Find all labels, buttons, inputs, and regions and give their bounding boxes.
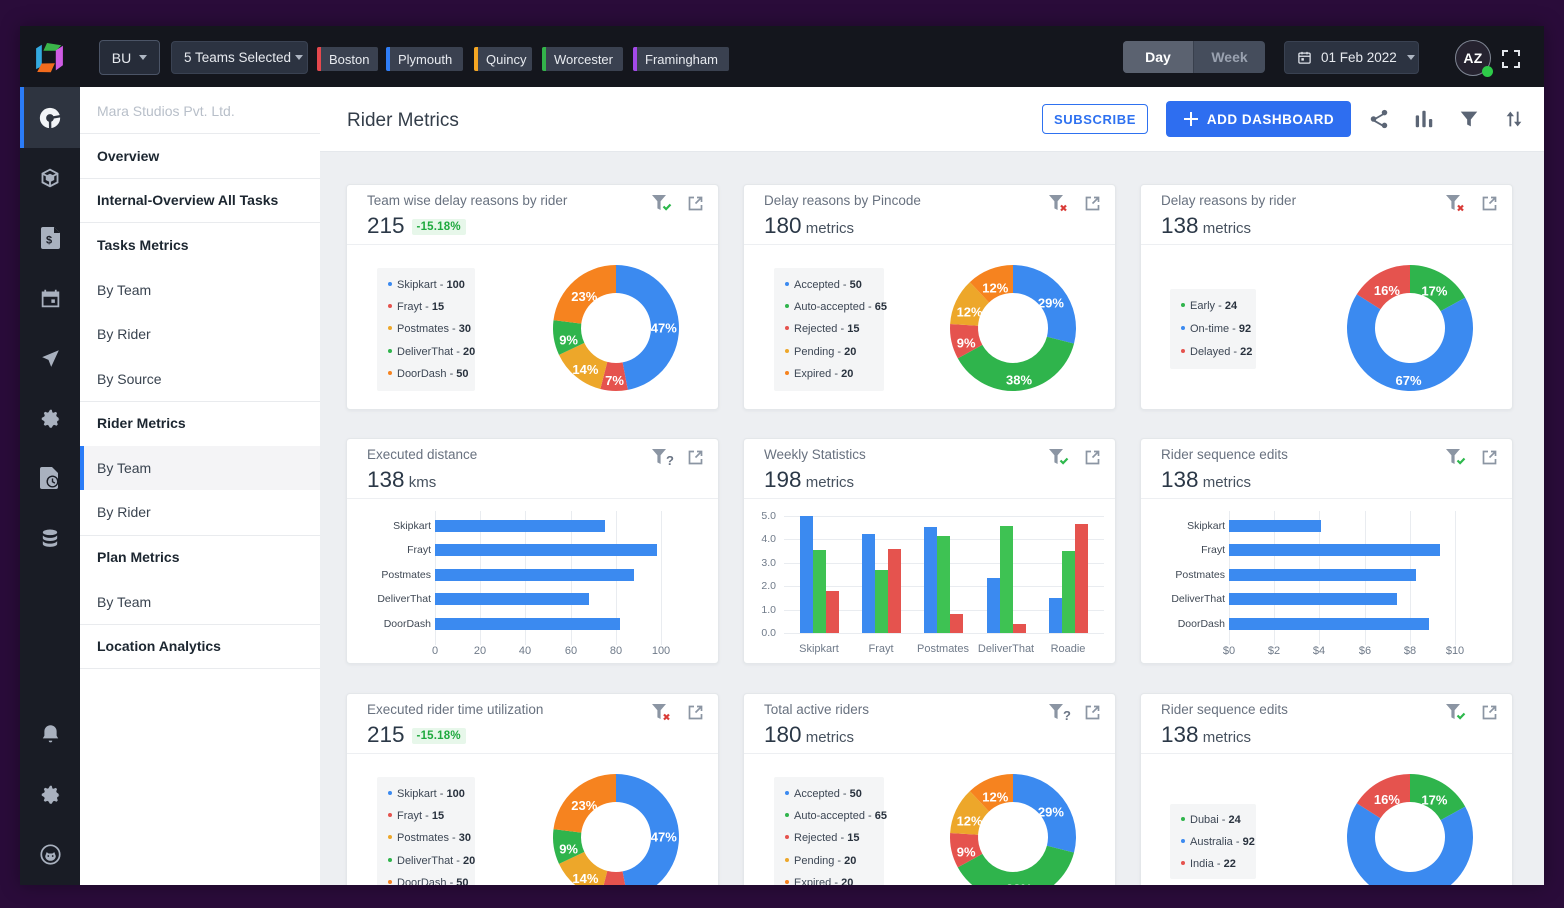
svg-text:7%: 7% xyxy=(605,882,624,885)
svg-text:14%: 14% xyxy=(572,362,598,377)
svg-text:38%: 38% xyxy=(1006,882,1032,885)
svg-text:?: ? xyxy=(666,453,674,466)
svg-text:12%: 12% xyxy=(982,789,1008,804)
svg-text:47%: 47% xyxy=(651,321,677,336)
svg-text:12%: 12% xyxy=(982,280,1008,295)
svg-text:?: ? xyxy=(1063,708,1071,721)
svg-text:67%: 67% xyxy=(1395,373,1421,388)
svg-text:17%: 17% xyxy=(1421,793,1447,808)
svg-text:12%: 12% xyxy=(957,814,983,829)
svg-text:47%: 47% xyxy=(651,830,677,845)
svg-text:23%: 23% xyxy=(571,798,597,813)
svg-text:9%: 9% xyxy=(559,842,578,857)
svg-text:38%: 38% xyxy=(1006,373,1032,388)
svg-text:17%: 17% xyxy=(1421,284,1447,299)
svg-text:16%: 16% xyxy=(1374,283,1400,298)
svg-text:23%: 23% xyxy=(571,289,597,304)
svg-text:29%: 29% xyxy=(1038,805,1064,820)
svg-text:12%: 12% xyxy=(957,305,983,320)
svg-text:7%: 7% xyxy=(605,373,624,388)
svg-text:29%: 29% xyxy=(1038,296,1064,311)
svg-text:14%: 14% xyxy=(572,871,598,885)
svg-text:$: $ xyxy=(45,235,51,247)
svg-text:67%: 67% xyxy=(1395,882,1421,885)
svg-text:9%: 9% xyxy=(957,336,976,351)
svg-text:16%: 16% xyxy=(1374,792,1400,807)
svg-text:9%: 9% xyxy=(957,845,976,860)
svg-text:9%: 9% xyxy=(559,333,578,348)
